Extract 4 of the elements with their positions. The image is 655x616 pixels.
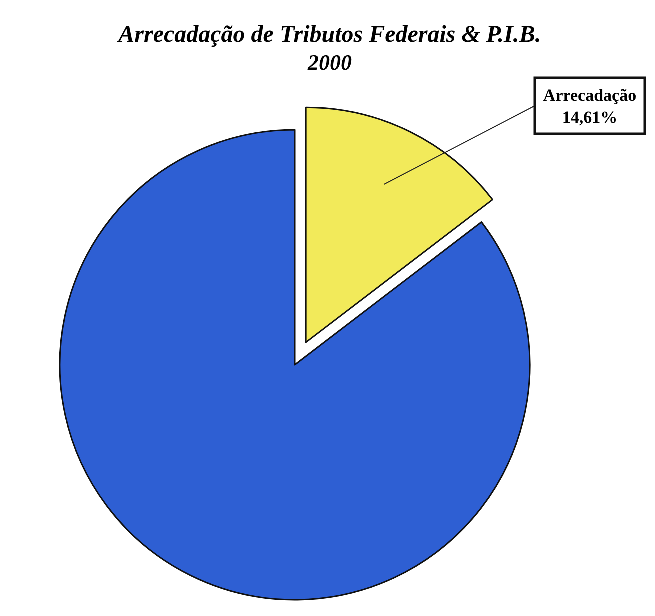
chart-subtitle: 2000 (307, 50, 352, 75)
data-label: 14,61% (562, 108, 618, 127)
chart-title: Arrecadação de Tributos Federais & P.I.B. (116, 22, 542, 48)
slice-label: Arrecadação (543, 86, 637, 105)
